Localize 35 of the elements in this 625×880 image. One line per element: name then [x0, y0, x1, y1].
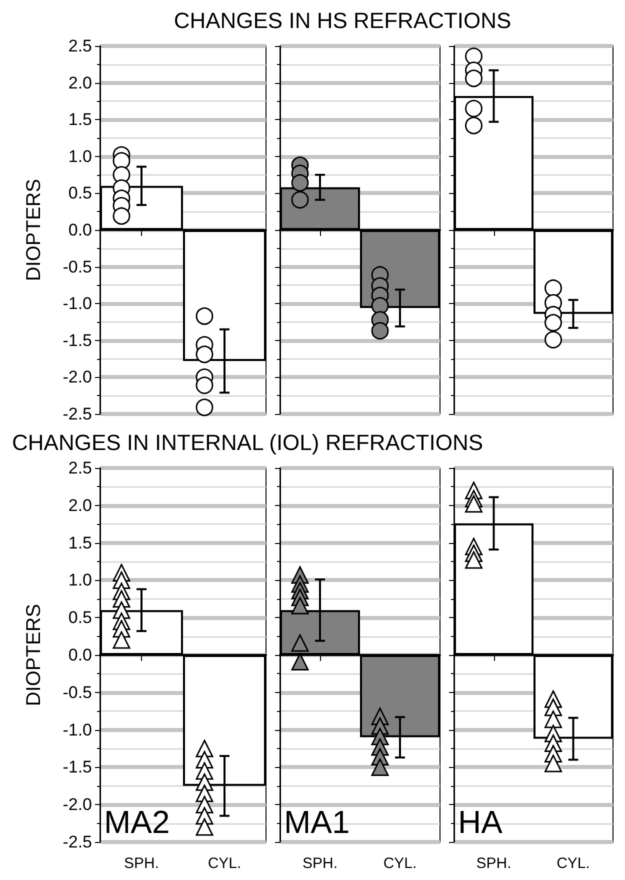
y-tick-label: -2.0	[62, 368, 92, 387]
y-tick-label: -1.0	[62, 294, 92, 314]
annotation: MA2	[104, 804, 170, 840]
y-tick-label: 1.5	[68, 533, 92, 552]
y-tick-label: -1.5	[62, 330, 92, 350]
y-tick-label: 1.5	[68, 110, 92, 130]
y-tick-label: 0.5	[68, 184, 92, 203]
y-tick-label: 2.0	[68, 73, 92, 92]
y-tick-label: 1.0	[68, 146, 92, 166]
x-tick-label: SPH.	[124, 855, 160, 872]
x-tick-label: CYL.	[556, 855, 590, 872]
y-tick-label: -2.5	[62, 832, 92, 852]
y-tick-label: -1.0	[62, 720, 92, 740]
y-tick-label: 2.0	[68, 496, 92, 515]
y-tick-label: -0.5	[62, 257, 92, 276]
y-tick-label: 2.5	[68, 36, 92, 56]
y-tick-label: -2.5	[62, 404, 92, 424]
chart-title: CHANGES IN INTERNAL (IOL) REFRACTIONS	[11, 430, 484, 456]
y-axis-title: DIOPTERS	[23, 178, 45, 282]
y-axis-title: DIOPTERS	[23, 604, 45, 706]
y-tick-label: 0.0	[68, 220, 92, 240]
y-tick-label: 2.5	[68, 458, 92, 478]
y-tick-label: -1.5	[62, 758, 92, 777]
text: CHANGES IN HS REFRACTIONS	[172, 8, 512, 34]
x-tick-label: CYL.	[383, 855, 417, 872]
x-tick-label: SPH.	[302, 855, 338, 872]
y-tick-label: 0.0	[68, 646, 92, 664]
annotation: HA	[458, 804, 504, 840]
x-tick-label: SPH.	[476, 855, 512, 872]
annotation: MA1	[284, 804, 350, 840]
y-tick-label: -2.0	[62, 795, 92, 814]
x-tick-label: CYL.	[208, 855, 242, 872]
y-tick-label: -0.5	[62, 682, 92, 702]
y-tick-label: 1.0	[68, 570, 92, 590]
y-tick-label: 0.5	[68, 608, 92, 628]
